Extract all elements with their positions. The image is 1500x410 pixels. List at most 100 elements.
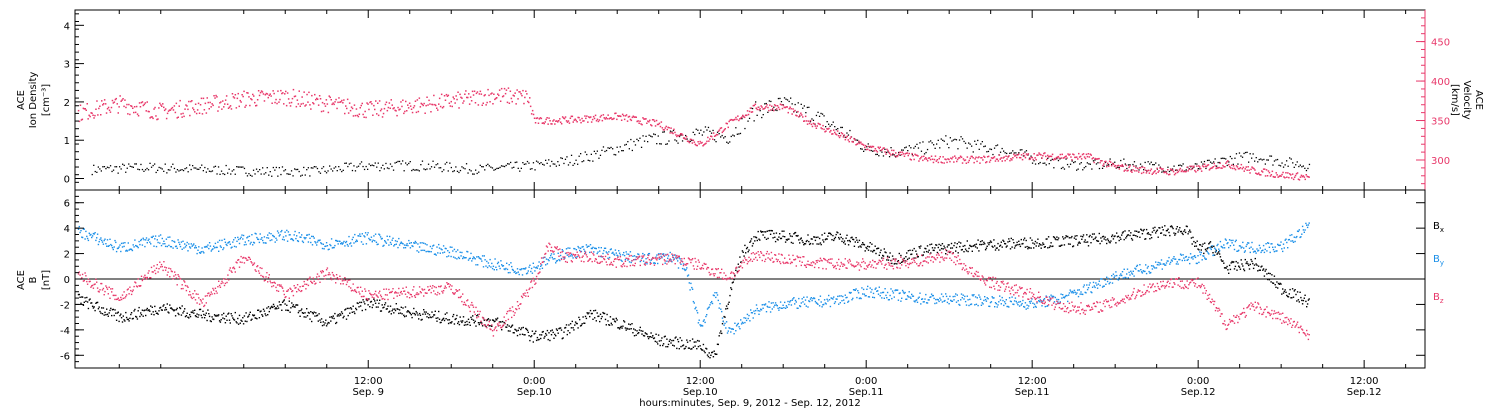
Bx-point [176, 307, 178, 310]
By-point [540, 265, 542, 267]
velocity-point [992, 157, 995, 159]
Bx-point [85, 300, 87, 302]
By-point [453, 248, 456, 251]
Bx-point [1086, 234, 1088, 236]
Bx-point [381, 304, 383, 306]
velocity-point [875, 149, 878, 152]
By-point [363, 235, 365, 237]
Bx-point [1192, 236, 1194, 239]
By-point [364, 236, 366, 238]
velocity-point [936, 159, 939, 161]
velocity-point [255, 105, 257, 107]
By-point [1105, 283, 1107, 285]
Bx-point [281, 301, 284, 303]
Bx-point [592, 318, 594, 320]
Bx-point [681, 339, 683, 342]
density-point [348, 163, 350, 165]
By-point [806, 296, 808, 298]
Bx-point [363, 301, 365, 303]
By-point [1169, 263, 1171, 265]
Bx-point [1289, 288, 1291, 291]
By-point [1077, 295, 1080, 298]
By-point [555, 262, 557, 264]
By-point [138, 240, 140, 243]
density-point [952, 139, 955, 141]
density-point [1287, 165, 1289, 167]
velocity-point [1194, 169, 1196, 172]
Bx-point [688, 347, 690, 349]
By-point [306, 234, 308, 236]
velocity-point [498, 94, 500, 97]
velocity-point [534, 122, 537, 124]
velocity-point [1018, 156, 1021, 159]
Bx-point [957, 252, 959, 254]
velocity-point [1236, 166, 1239, 168]
Bx-point [1071, 235, 1073, 238]
Bx-point [897, 260, 900, 262]
Bx-point [389, 305, 392, 307]
Bx-point [135, 316, 138, 318]
Bx-point [500, 321, 502, 323]
By-point [1091, 291, 1093, 294]
density-point [876, 153, 878, 155]
By-point [1070, 290, 1072, 293]
density-point [660, 143, 662, 145]
By-point [974, 296, 977, 298]
By-point [751, 312, 754, 314]
density-point [111, 170, 113, 173]
By-point [145, 237, 148, 239]
density-point [922, 141, 924, 143]
density-point [581, 161, 583, 163]
By-point [564, 252, 567, 255]
velocity-point [652, 119, 655, 121]
density-point [642, 135, 644, 137]
velocity-point [883, 147, 885, 149]
density-point [665, 143, 667, 145]
density-point [476, 172, 478, 175]
density-point [1211, 162, 1213, 164]
density-point [1249, 153, 1251, 155]
Bx-point [409, 312, 412, 315]
By-point [563, 257, 565, 259]
Bx-point [619, 326, 622, 329]
density-point [633, 140, 635, 143]
velocity-point [722, 130, 725, 132]
density-point [933, 144, 935, 146]
By-point [673, 258, 675, 260]
velocity-point [462, 102, 464, 104]
velocity-point [1185, 170, 1187, 173]
velocity-point [1043, 152, 1045, 155]
By-point [180, 241, 183, 243]
velocity-point [913, 158, 915, 161]
By-point [792, 298, 794, 300]
By-point [325, 245, 327, 247]
velocity-point [394, 109, 396, 112]
Bx-point [430, 316, 432, 319]
By-point [997, 304, 999, 306]
Bx-point [1234, 265, 1237, 268]
By-point [803, 303, 806, 305]
By-point [1140, 269, 1142, 271]
By-point [593, 251, 595, 253]
By-point [188, 243, 190, 245]
velocity-point [876, 151, 879, 153]
By-point [795, 301, 797, 303]
velocity-point [244, 106, 246, 108]
Bx-point [740, 261, 742, 263]
Bx-point [433, 314, 436, 316]
velocity-point [1254, 169, 1256, 171]
Bx-point [1308, 298, 1310, 300]
By-point [247, 240, 250, 242]
velocity-point [147, 110, 149, 113]
By-point [493, 269, 495, 271]
velocity-point [454, 102, 456, 104]
By-point [520, 268, 523, 270]
density-point [470, 170, 472, 172]
Bx-point [339, 313, 341, 315]
density-point [961, 138, 964, 140]
velocity-point [496, 97, 498, 99]
By-point [1191, 256, 1193, 258]
Bx-point [1197, 248, 1199, 250]
Bx-point [698, 340, 700, 342]
velocity-point [432, 103, 434, 106]
